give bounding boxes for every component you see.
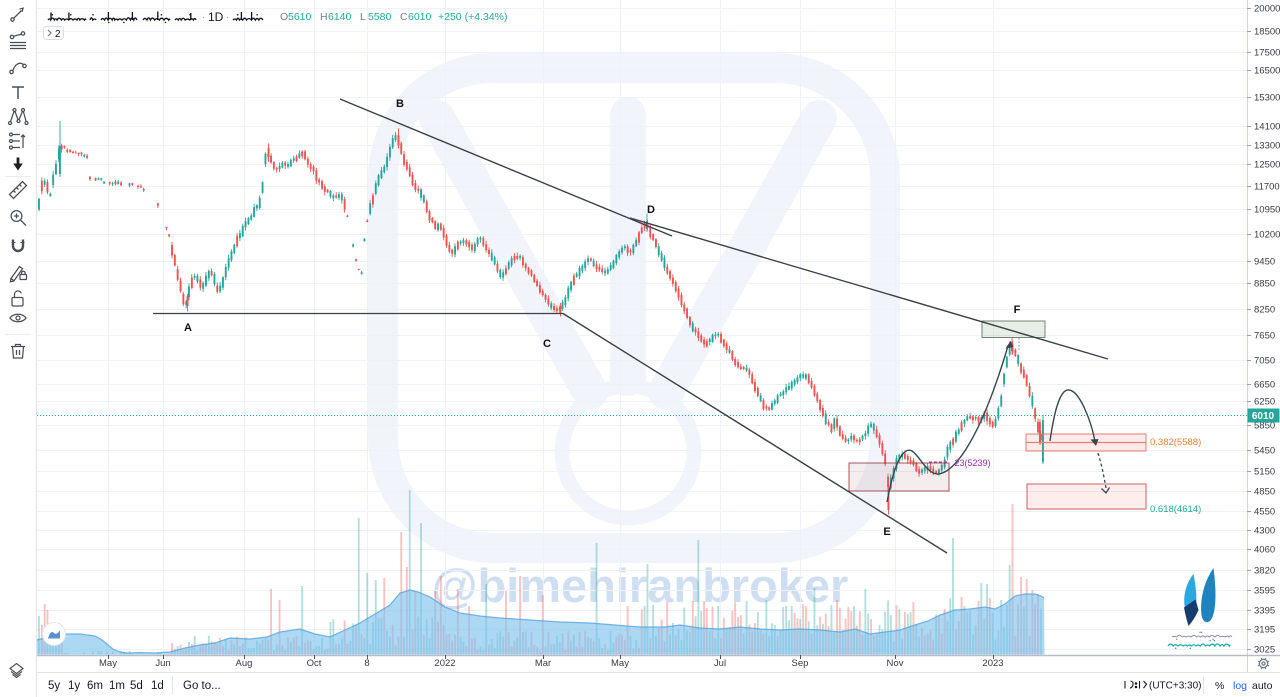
svg-text:auto: auto [1252,680,1273,692]
svg-text:·: · [202,13,205,22]
svg-text:16500: 16500 [1254,66,1280,77]
svg-text:2022: 2022 [434,658,455,669]
svg-text:8850: 8850 [1254,279,1275,290]
svg-text:May: May [99,658,117,669]
svg-text:Go to...: Go to... [183,680,221,692]
svg-text:10950: 10950 [1254,205,1280,216]
svg-text:20000: 20000 [1254,4,1280,15]
svg-text:11700: 11700 [1254,182,1280,193]
svg-text:C: C [543,338,551,350]
svg-text:6650: 6650 [1254,380,1275,391]
svg-text:13300: 13300 [1254,141,1280,152]
svg-text:1D: 1D [208,10,224,24]
svg-text:14100: 14100 [1254,122,1280,133]
svg-text:4300: 4300 [1254,526,1275,537]
svg-text:Nov: Nov [887,658,904,669]
svg-text:9450: 9450 [1254,257,1275,268]
svg-text:Oct: Oct [307,658,322,669]
svg-text:6140: 6140 [328,11,352,23]
svg-text:A: A [184,322,192,334]
svg-text:Jul: Jul [714,658,726,669]
svg-text:3195: 3195 [1254,625,1275,636]
svg-text:log: log [1233,680,1247,692]
svg-text:5y: 5y [48,680,60,692]
svg-text:12500: 12500 [1254,160,1280,171]
svg-text:3025: 3025 [1254,645,1275,656]
svg-text:@bimehiranbroker: @bimehiranbroker [432,559,849,612]
svg-text:8: 8 [364,658,369,669]
svg-text:6010: 6010 [408,11,432,23]
svg-text:·: · [226,13,229,22]
svg-text:B: B [396,98,404,110]
svg-text:C: C [400,11,408,23]
svg-text:5850: 5850 [1254,421,1275,432]
svg-text:D: D [647,204,655,216]
svg-text:3820: 3820 [1254,566,1275,577]
svg-text:+250 (+4.34%): +250 (+4.34%) [438,11,507,23]
svg-text:6m: 6m [87,680,103,692]
svg-text:15300: 15300 [1254,93,1280,104]
svg-text:5150: 5150 [1254,467,1275,478]
svg-text:5580: 5580 [368,11,392,23]
svg-text:10200: 10200 [1254,230,1280,241]
svg-text:Aug: Aug [236,658,253,669]
svg-text:0.618(4614): 0.618(4614) [1150,504,1201,515]
svg-text:(UTC+3:30): (UTC+3:30) [1149,681,1202,692]
svg-text:1m: 1m [109,680,125,692]
svg-text:L: L [360,11,366,23]
svg-text:Jun: Jun [155,658,170,669]
svg-text:4060: 4060 [1254,545,1275,556]
svg-text:18500: 18500 [1254,27,1280,38]
svg-text:4850: 4850 [1254,487,1275,498]
svg-text:7650: 7650 [1254,331,1275,342]
svg-text:5450: 5450 [1254,446,1275,457]
svg-text:Mar: Mar [535,658,551,669]
svg-text:2: 2 [55,29,61,40]
svg-text:%: % [1215,680,1224,692]
svg-text:May: May [611,658,629,669]
svg-text:7050: 7050 [1254,356,1275,367]
svg-text:6250: 6250 [1254,397,1275,408]
svg-text:1d: 1d [151,680,164,692]
svg-text:17500: 17500 [1254,48,1280,59]
svg-text:3395: 3395 [1254,606,1275,617]
svg-text:E: E [883,526,890,538]
svg-text:.23(5239): .23(5239) [952,458,991,468]
svg-text:8250: 8250 [1254,305,1275,316]
svg-text:2023: 2023 [982,658,1003,669]
svg-text:F: F [1014,304,1021,316]
svg-text:6010: 6010 [1252,411,1275,422]
svg-text:0.382(5588): 0.382(5588) [1150,437,1201,448]
svg-text:O: O [280,11,288,23]
svg-text:1y: 1y [68,680,80,692]
svg-text:3595: 3595 [1254,586,1275,597]
svg-text:H: H [320,11,328,23]
svg-text:5610: 5610 [288,11,312,23]
svg-text:4550: 4550 [1254,507,1275,518]
svg-text:Sep: Sep [792,658,809,669]
svg-text:5d: 5d [130,680,143,692]
